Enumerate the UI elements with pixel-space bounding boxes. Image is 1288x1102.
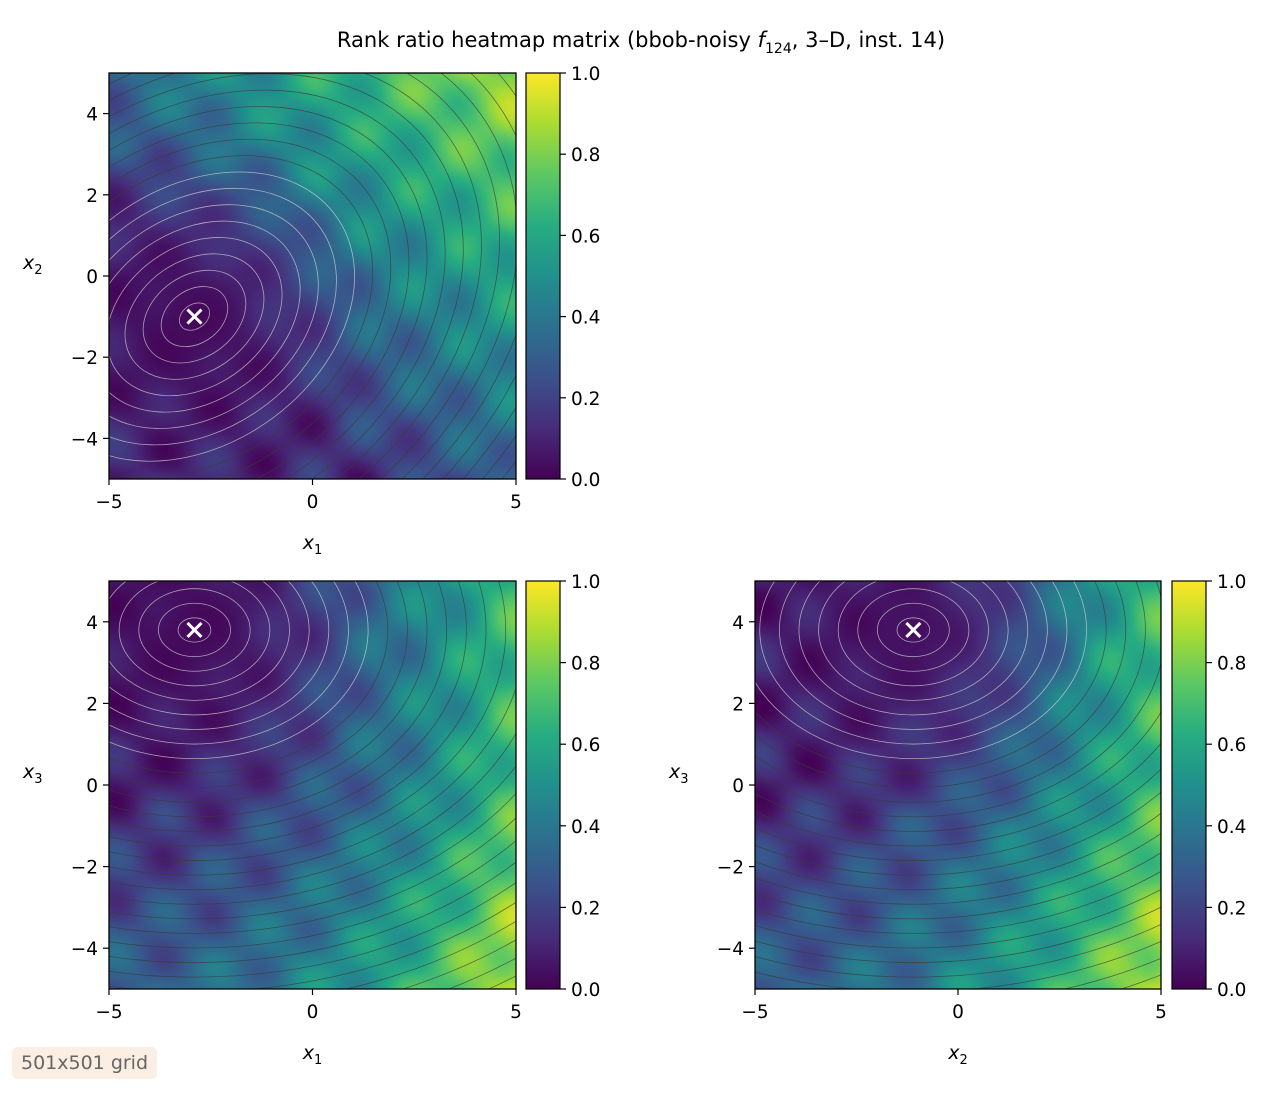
y-tick-label: −2 [71,858,98,879]
colorbar-tick-label: 0.4 [1217,817,1246,838]
x-tick-label: 0 [307,492,319,513]
colorbar-tick-label: 1.0 [571,572,600,593]
colorbar-tick-label: 0.6 [1217,735,1246,756]
contour-lines [109,581,516,989]
heatmap-image [109,581,516,989]
y-axis-label: x3 [22,761,43,787]
x-tick-label: 5 [510,1002,522,1023]
x-tick-label: 5 [1155,1002,1167,1023]
contour-lines [755,581,1161,989]
y-tick-label: 0 [86,267,98,288]
y-tick-label: 0 [86,776,98,797]
y-tick-label: −4 [717,939,744,960]
chart-title: Rank ratio heatmap matrix (bbob-noisy f1… [337,28,945,57]
colorbar-tick-label: 0.8 [1217,654,1246,675]
y-tick-label: 2 [86,186,98,207]
colorbar-tick-label: 1.0 [1217,572,1246,593]
y-tick-label: −2 [71,348,98,369]
colorbar: 0.0 0.2 0.4 0.6 0.8 1.0 [525,64,600,491]
colorbar-tick-label: 0.8 [571,654,600,675]
y-tick-label: 2 [86,694,98,715]
x-tick-label: −5 [95,1002,122,1023]
colorbar-tick-label: 0.4 [571,817,600,838]
heatmap-panel-x1-x2: −5 0 5 −4 −2 0 2 4 x1 x2 0.0 0.2 0.4 0.6 0.8 1.0 [22,64,600,558]
x-axis-label: x1 [302,1042,323,1068]
colorbar-tick-label: 0.0 [1217,980,1246,1001]
colorbar-tick-label: 1.0 [571,64,600,85]
colorbar-tick-label: 0.2 [571,898,600,919]
x-axis-label: x1 [302,532,323,558]
heatmap-image [755,581,1161,989]
colorbar-tick-label: 0.0 [571,980,600,1001]
x-tick-label: −5 [95,492,122,513]
colorbar-tick-label: 0.4 [571,308,600,329]
y-tick-label: 4 [86,613,98,634]
heatmap-image [109,73,516,479]
x-tick-label: 0 [307,1002,319,1023]
y-tick-label: 4 [86,105,98,126]
y-tick-label: −4 [71,429,98,450]
y-tick-label: 0 [732,776,744,797]
colorbar-tick-label: 0.8 [571,145,600,166]
x-axis-label: x2 [947,1042,968,1068]
colorbar: 0.0 0.2 0.4 0.6 0.8 1.0 [525,572,600,1001]
grid-size-note: 501x501 grid [12,1047,158,1079]
colorbar-tick-label: 0.2 [1217,898,1246,919]
contour-lines [109,73,516,479]
heatmap-panel-x1-x3: −5 0 5 −4 −2 0 2 4 x1 x3 0.0 0.2 0.4 0.6 0.8 1.0 [22,572,600,1068]
heatmap-panel-x2-x3: −5 0 5 −4 −2 0 2 4 x2 x3 0.0 0.2 0.4 0.6 0.8 1.0 [668,572,1246,1068]
x-tick-label: 5 [510,492,522,513]
colorbar-tick-label: 0.2 [571,389,600,410]
y-axis-label: x2 [22,252,43,278]
x-tick-label: 0 [952,1002,964,1023]
colorbar-tick-label: 0.6 [571,226,600,247]
y-tick-label: −4 [71,939,98,960]
y-tick-label: 4 [732,613,744,634]
colorbar: 0.0 0.2 0.4 0.6 0.8 1.0 [1171,572,1246,1001]
optimum-marker [186,621,203,639]
colorbar-tick-label: 0.6 [571,735,600,756]
y-tick-label: 2 [732,694,744,715]
optimum-marker [905,621,922,639]
colorbar-tick-label: 0.0 [571,470,600,491]
x-tick-label: −5 [741,1002,768,1023]
y-tick-label: −2 [717,858,744,879]
y-axis-label: x3 [668,761,689,787]
optimum-marker [186,308,203,325]
